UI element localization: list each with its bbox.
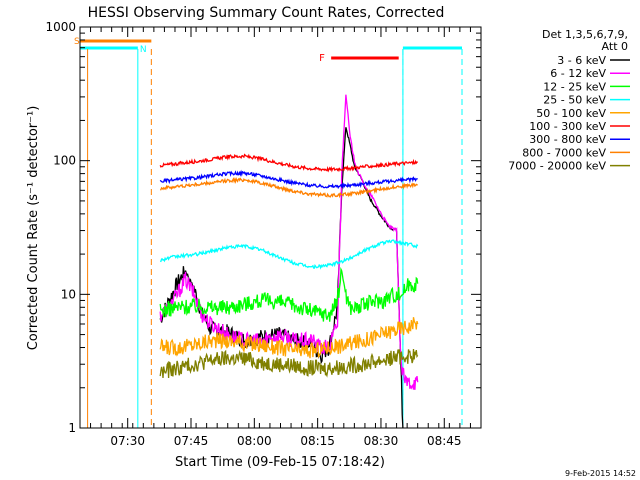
legend-entry-label: 12 - 25 keV	[543, 80, 606, 93]
series-line-8	[159, 348, 419, 379]
x-tick-label: 08:45	[427, 434, 462, 448]
y-tick-label: 100	[53, 154, 76, 168]
flags-layer: S N F	[74, 37, 463, 64]
footer-timestamp: 9-Feb-2015 14:52	[565, 469, 636, 478]
axes-layer: 1 10 100 1000 07:30 07:45 08:00 08:15 08:30 08:45	[45, 20, 482, 448]
legend-entry-label: 800 - 7000 keV	[522, 146, 606, 159]
x-tick-label: 08:15	[300, 434, 335, 448]
legend-entry-label: 300 - 800 keV	[529, 133, 606, 146]
y-tick-label: 10	[61, 287, 76, 301]
series-line-3	[160, 239, 419, 270]
legend-entry-label: 3 - 6 keV	[557, 54, 606, 67]
series-line-4	[159, 317, 419, 359]
y-tick-label: 1	[68, 421, 76, 435]
series-line-2	[159, 266, 419, 322]
data-gaps-layer	[87, 49, 463, 428]
legend-header: Det 1,3,5,6,7,9,	[542, 28, 628, 41]
chart-title: HESSI Observing Summary Count Rates, Cor…	[88, 5, 445, 21]
series-line-5	[159, 153, 418, 173]
y-tick-label: 1000	[45, 20, 76, 34]
x-tick-label: 08:00	[237, 434, 272, 448]
series-layer	[159, 94, 419, 429]
legend-entry-label: 6 - 12 keV	[550, 67, 606, 80]
series-line-7	[160, 176, 418, 199]
legend-entry-label: 7000 - 20000 keV	[508, 160, 606, 173]
legend-entry-label: 50 - 100 keV	[536, 107, 606, 120]
x-tick-label: 07:45	[174, 434, 209, 448]
series-line-6	[159, 169, 418, 190]
x-axis-label: Start Time (09-Feb-15 07:18:42)	[175, 455, 385, 470]
y-axis-label: Corrected Count Rate (s⁻¹ detector⁻¹)	[26, 106, 41, 351]
legend-entry-label: 100 - 300 keV	[529, 120, 606, 133]
legend-header: Att 0	[602, 40, 628, 53]
saa-flag-label: S	[74, 37, 80, 47]
night-flag-label: N	[140, 45, 147, 55]
legend-entry-label: 25 - 50 keV	[543, 94, 606, 107]
flare-flag-label: F	[319, 53, 325, 64]
x-tick-label: 08:30	[364, 434, 399, 448]
series-line-1	[159, 94, 419, 390]
x-tick-label: 07:30	[110, 434, 145, 448]
